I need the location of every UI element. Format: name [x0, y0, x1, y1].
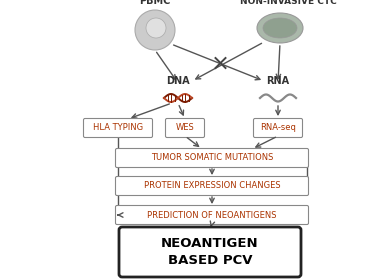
Ellipse shape [257, 13, 303, 43]
Text: RNA-seq: RNA-seq [260, 123, 296, 132]
FancyBboxPatch shape [254, 118, 303, 137]
Circle shape [135, 10, 175, 50]
Ellipse shape [263, 18, 297, 38]
Circle shape [146, 18, 166, 38]
FancyBboxPatch shape [115, 206, 308, 225]
FancyBboxPatch shape [119, 227, 301, 277]
Text: PROTEIN EXPRESSION CHANGES: PROTEIN EXPRESSION CHANGES [144, 181, 280, 190]
Text: HLA TYPING: HLA TYPING [93, 123, 143, 132]
FancyBboxPatch shape [115, 148, 308, 167]
Text: TUMOR SOMATIC MUTATIONS: TUMOR SOMATIC MUTATIONS [151, 153, 273, 162]
Text: RNA: RNA [266, 76, 289, 86]
FancyBboxPatch shape [115, 176, 308, 195]
FancyBboxPatch shape [165, 118, 204, 137]
FancyBboxPatch shape [83, 118, 152, 137]
Text: NEOANTIGEN
BASED PCV: NEOANTIGEN BASED PCV [161, 237, 259, 267]
Text: PBMC: PBMC [139, 0, 171, 6]
Text: DNA: DNA [166, 76, 190, 86]
Text: NON-INVASIVE CTC: NON-INVASIVE CTC [239, 0, 336, 6]
Text: PREDICTION OF NEOANTIGENS: PREDICTION OF NEOANTIGENS [147, 211, 277, 220]
Text: WES: WES [176, 123, 194, 132]
